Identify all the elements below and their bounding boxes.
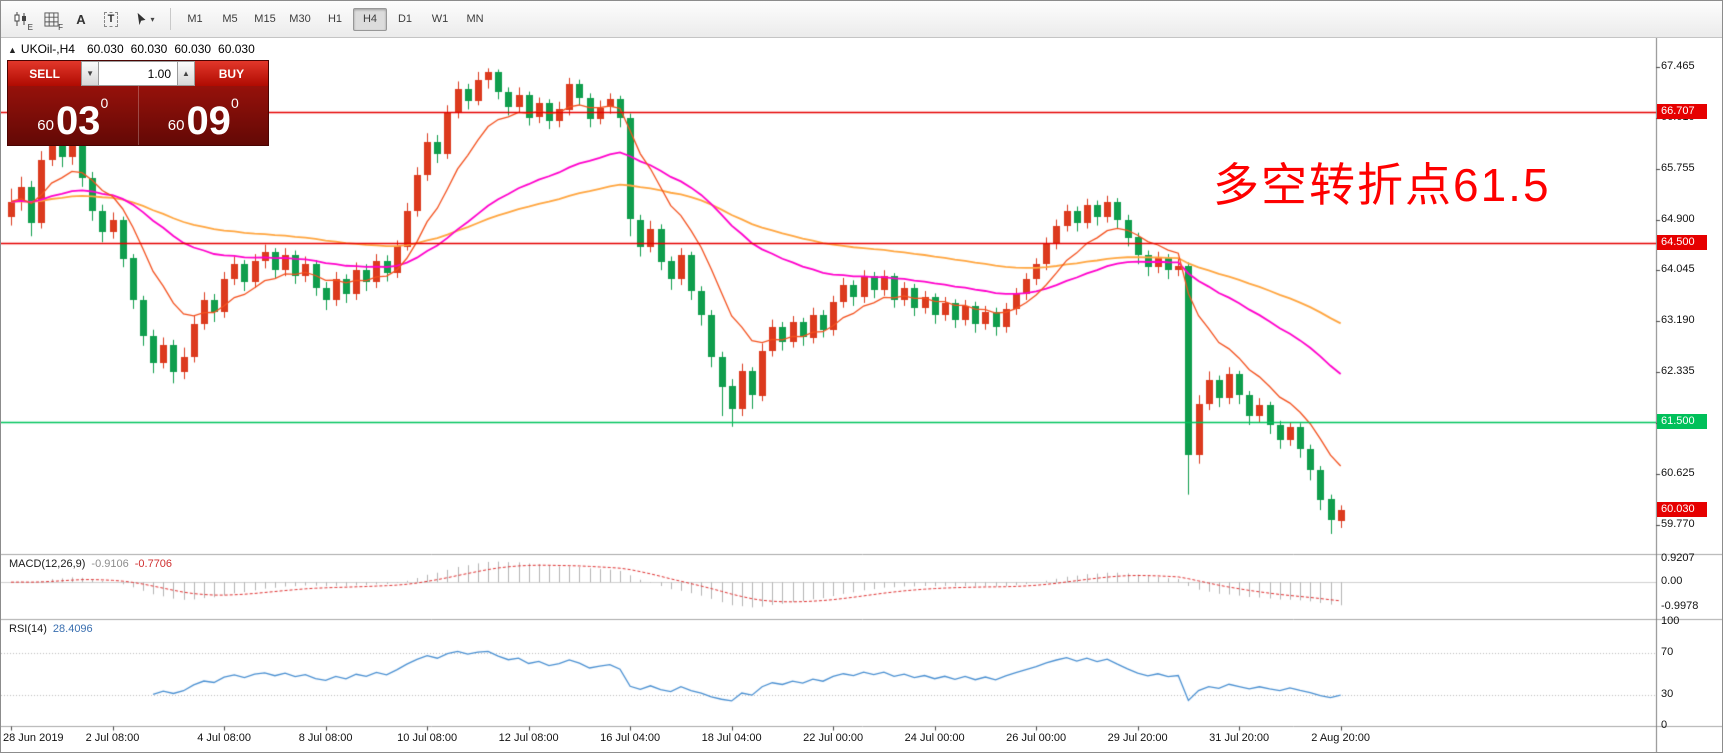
annotation-text: 多空转折点61.5 (1213, 159, 1551, 211)
macd-indicator-label: MACD(12,26,9) -0.9106 -0.7706 (9, 558, 172, 570)
chart-canvas[interactable] (1, 38, 1722, 752)
candlestick-chart-icon (14, 12, 26, 26)
spinner-up-icon: ▲ (181, 69, 190, 78)
price-low: 60.030 (174, 42, 212, 56)
timeframe-m5-button[interactable]: M5 (222, 13, 238, 25)
rsi-value: 28.4096 (52, 623, 93, 635)
timeframe-m30-button[interactable]: M30 (289, 13, 311, 25)
grid-icon (43, 11, 59, 27)
symbol-title: UKOil-,H4 (20, 42, 75, 56)
macd-main-value: -0.9106 (91, 558, 129, 570)
timeframe-w1-button[interactable]: W1 (431, 13, 449, 25)
collapse-arrow-icon[interactable]: ▲ (8, 45, 17, 55)
buy-price-prefix: 60 (167, 117, 185, 134)
timeframe-m1-button[interactable]: M1 (187, 13, 203, 25)
rsi-name: RSI(14) (9, 623, 47, 635)
toolbar: E F A T ▾ M1 M5 M15 M30 H1 H4 D1 W1 MN (1, 1, 1722, 38)
volume-input[interactable] (99, 61, 177, 86)
cursor-tool-button[interactable]: ▾ (127, 5, 163, 33)
letter-a-icon: A (76, 11, 86, 27)
macd-name: MACD(12,26,9) (9, 558, 86, 570)
text-box-button[interactable]: T (97, 5, 125, 33)
toolbar-separator (170, 8, 171, 30)
indicator-grid-button[interactable]: F (37, 5, 65, 33)
volume-increase-button[interactable]: ▲ (177, 61, 195, 86)
spinner-down-icon: ▼ (86, 69, 95, 78)
rsi-indicator-label: RSI(14) 28.4096 (9, 623, 93, 635)
macd-signal-value: -0.7706 (134, 558, 173, 570)
buy-price[interactable]: 60 09 0 (139, 86, 269, 145)
sell-price-main: 03 (55, 99, 101, 144)
one-click-trade-panel: SELL ▼ ▲ BUY 60 03 0 60 09 0 (7, 60, 269, 146)
timeframe-h4-button[interactable]: H4 (353, 7, 387, 31)
cursor-icon (138, 12, 146, 26)
letter-t-icon: T (103, 11, 119, 27)
price-high: 60.030 (130, 42, 168, 56)
sell-button[interactable]: SELL (8, 61, 82, 86)
chevron-down-icon: ▾ (150, 14, 155, 24)
buy-price-sup: 0 (230, 95, 239, 111)
buy-button[interactable]: BUY (194, 61, 268, 86)
price-open: 60.030 (86, 42, 124, 56)
sell-price[interactable]: 60 03 0 (8, 86, 139, 145)
indicator-grid-badge: F (58, 23, 63, 32)
timeframe-m15-button[interactable]: M15 (254, 13, 276, 25)
timeframe-d1-button[interactable]: D1 (397, 13, 413, 25)
chart-mode-badge: E (27, 23, 33, 32)
chart-header: ▲ UKOil-,H4 60.030 60.030 60.030 60.030 (8, 42, 262, 56)
sell-price-prefix: 60 (37, 117, 54, 134)
sell-price-sup: 0 (100, 95, 109, 111)
price-close: 60.030 (218, 42, 255, 56)
trade-prices-row: 60 03 0 60 09 0 (8, 86, 268, 145)
timeframe-buttons: M1 M5 M15 M30 H1 H4 D1 W1 MN (178, 7, 492, 31)
timeframe-h1-button[interactable]: H1 (327, 13, 343, 25)
chart-mode-button[interactable]: E (7, 5, 35, 33)
buy-price-main: 09 (186, 99, 231, 144)
timeframe-mn-button[interactable]: MN (466, 13, 484, 25)
volume-decrease-button[interactable]: ▼ (81, 61, 99, 86)
trade-controls-row: SELL ▼ ▲ BUY (8, 61, 268, 86)
text-label-button[interactable]: A (67, 5, 95, 33)
